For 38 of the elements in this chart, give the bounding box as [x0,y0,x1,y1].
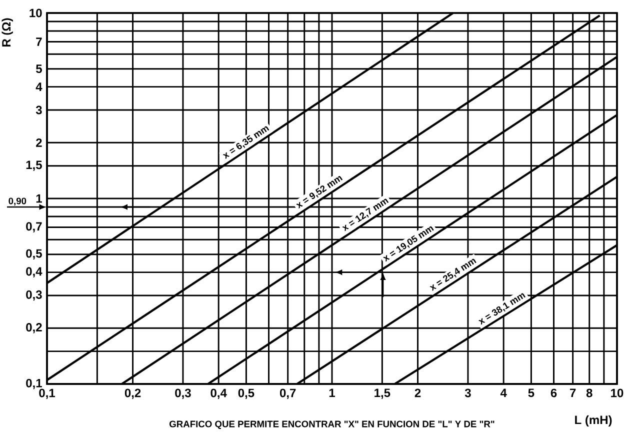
x-tick-label: 0,4 [210,388,227,399]
x-tick-label: 1 [329,388,335,397]
y-tick-label: 10 [30,8,42,18]
x-tick-label: 7 [570,388,576,397]
x-tick-label: 4 [500,388,507,397]
text: x = 6,35 mm [222,126,270,159]
x-tick-label: 0,7 [280,388,296,399]
y-tick-label: 0,3 [26,290,42,301]
y-tick-label: 0,1 [26,378,42,390]
y-tick-label: 2 [36,138,42,147]
x-tick-label: 3 [464,388,471,398]
x-tick-label: 5 [528,388,534,398]
y-tick-label: 4 [36,82,42,91]
y-tick-label: 7 [36,38,42,46]
y-tick-label: 3 [36,106,42,114]
y-tick-label: 5 [36,64,42,74]
y-tick-label: 1 [36,194,42,203]
y-tick-label: 0,4 [26,267,42,278]
x-tick-label: 10 [611,388,624,398]
x-tick-label: 0,5 [238,388,254,399]
text: x = 9,52 mm [296,176,343,209]
y-tick-label: 0,5 [26,249,42,260]
x-tick-label: 0,3 [175,388,191,399]
text: x = 38,1 mm [478,293,526,325]
text: x = 12,7 mm [342,198,389,232]
text: GRAFICO QUE PERMITE ENCONTRAR "X" EN FUNCION DE "L" Y DE "R" [170,420,494,430]
x-tick-label: 1,5 [374,388,390,399]
x-tick-label: 6 [550,388,557,398]
y-tick-label: 1,5 [26,160,42,171]
y-tick-label: 0,2 [26,323,42,334]
x-tick-label: 0,2 [124,388,141,399]
x-tick-label: 2 [414,388,421,398]
x-axis-title: L (mH) [575,415,612,427]
text: 0,90 [8,198,26,206]
y-tick-label: 0,7 [26,222,42,232]
x-tick-label: 8 [586,388,592,398]
text: x = 25,4 mm [430,258,476,291]
y-axis-title: R (Ω) [2,18,13,47]
